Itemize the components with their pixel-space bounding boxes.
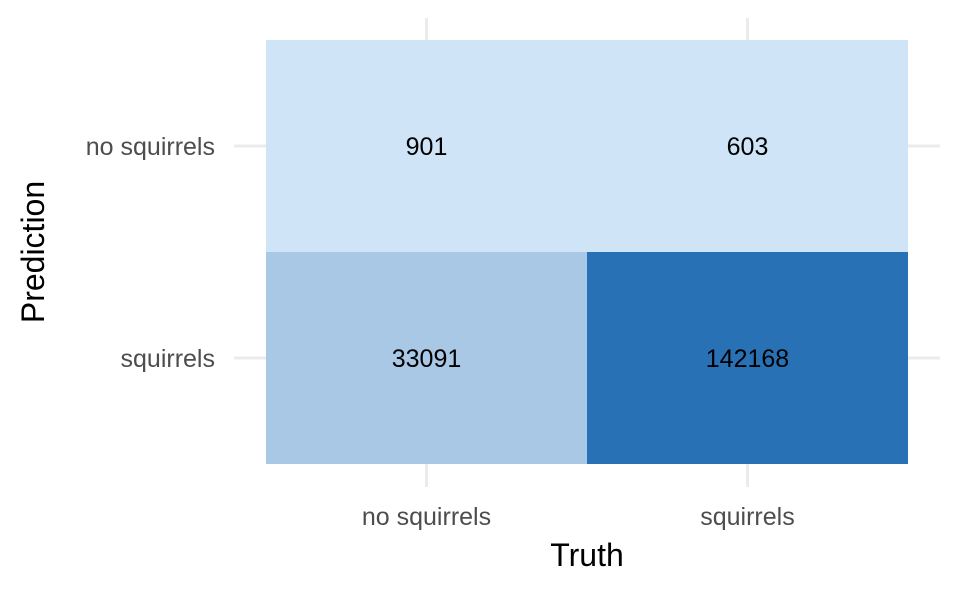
axis-tick-labels: no squirrels squirrels no squirrels squirre… [86,133,795,531]
heatmap-cell-squirrels-no-squirrels [266,252,587,464]
cell-value-squirrels-squirrels: 142168 [706,345,789,373]
x-tick-label-no-squirrels: no squirrels [362,503,491,531]
y-tick-label-squirrels: squirrels [121,345,215,373]
y-tick-label-no-squirrels: no squirrels [86,133,215,161]
cell-value-no-squirrels-no-squirrels: 901 [406,133,448,161]
heatmap-cell-no-squirrels-no-squirrels [266,40,587,252]
y-axis-title: Prediction [15,181,51,323]
cell-value-no-squirrels-squirrels: 603 [727,133,769,161]
heatmap-cell-no-squirrels-squirrels [587,40,908,252]
cell-value-squirrels-no-squirrels: 33091 [392,345,462,373]
x-tick-label-squirrels: squirrels [700,503,794,531]
cell-value-labels: 901 603 33091 142168 [392,133,789,373]
heatmap-cells [266,40,908,464]
x-axis-title: Truth [550,537,624,573]
heatmap-cell-squirrels-squirrels [587,252,908,464]
